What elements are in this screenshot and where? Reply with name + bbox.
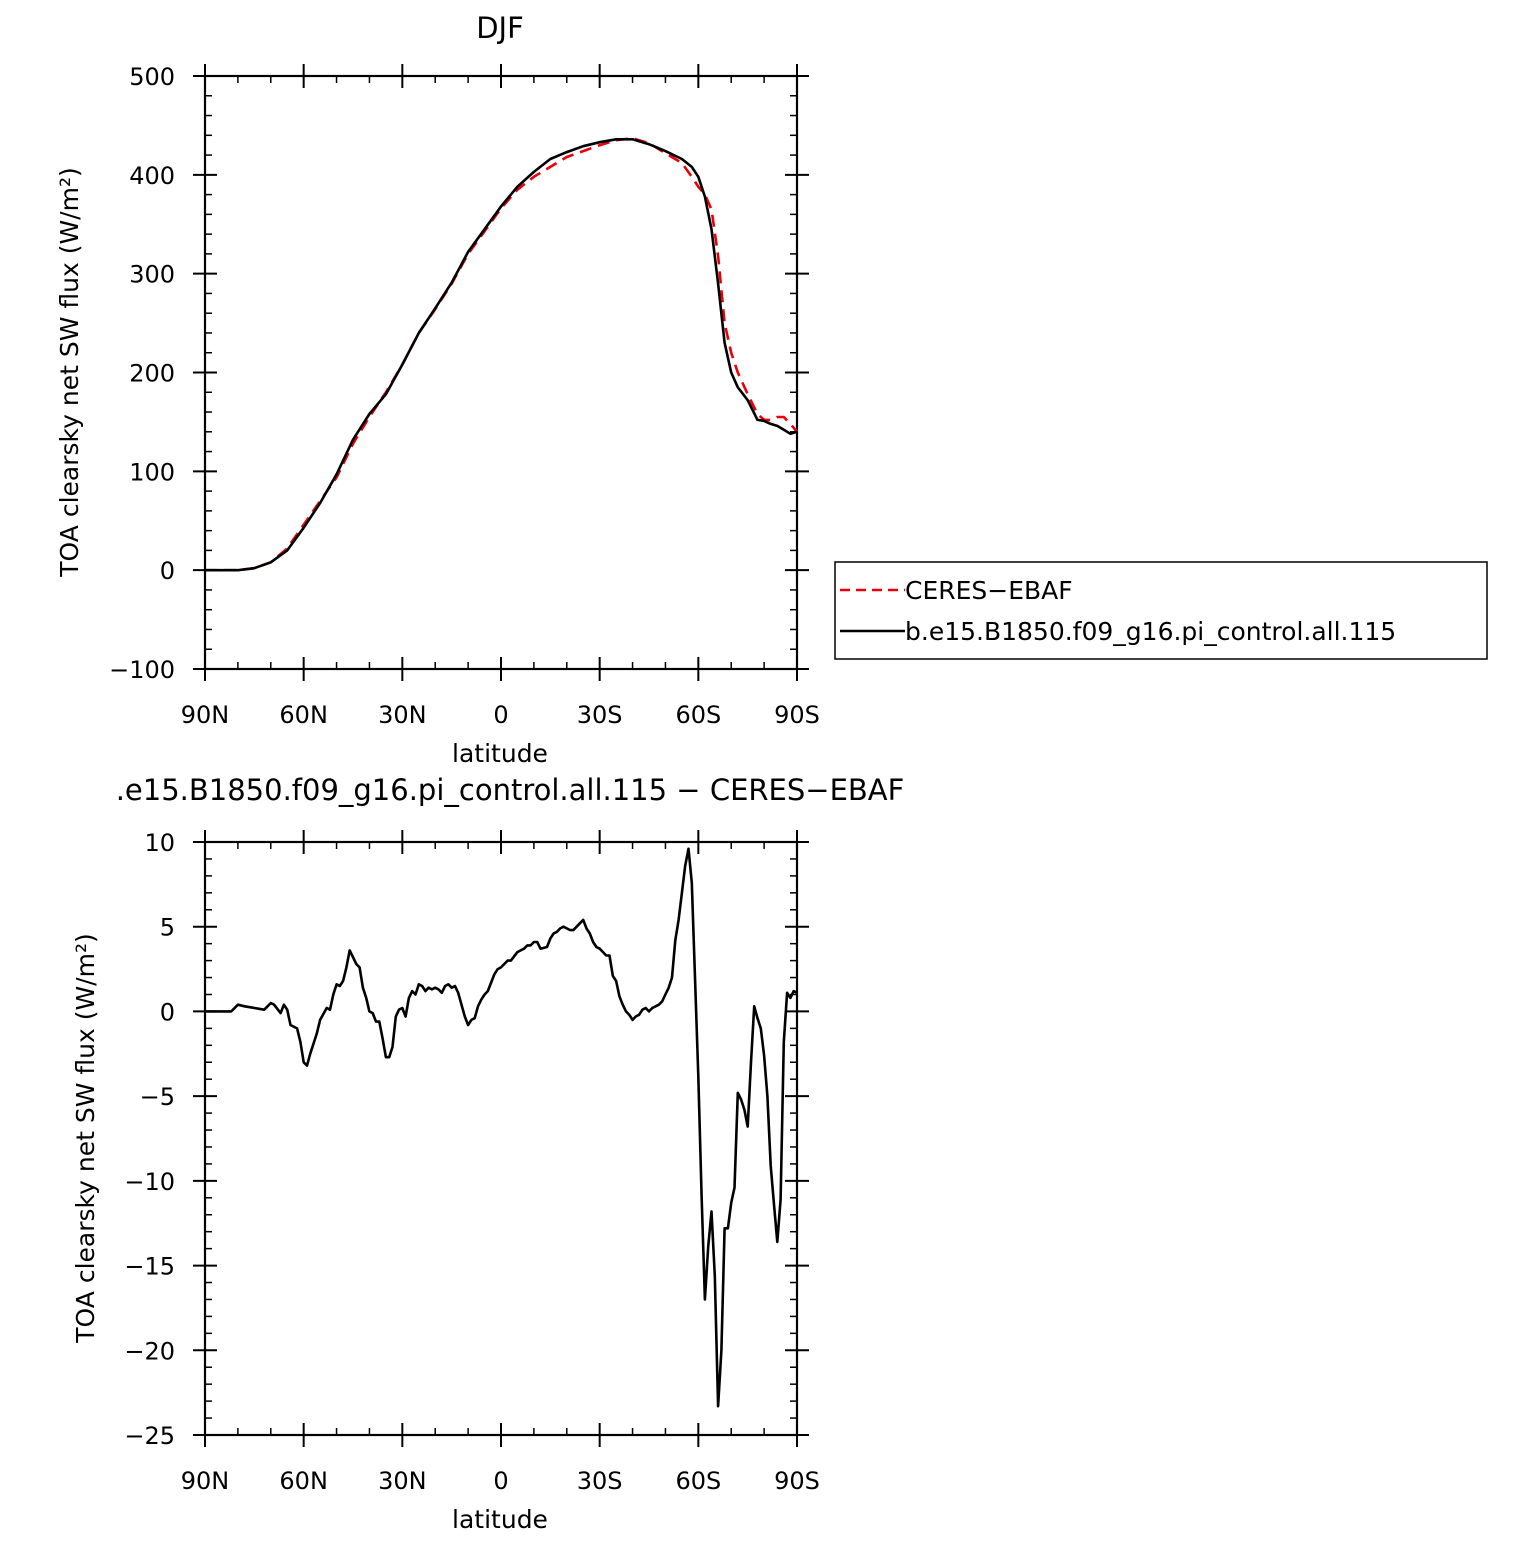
bottom-panel-y-tick-label: 0: [160, 998, 175, 1026]
top-panel: DJF TOA clearsky net SW flux (W/m²) lati…: [55, 11, 820, 768]
top-panel-series-line-0: [205, 137, 798, 572]
top-panel-x-tick-label: 30N: [378, 701, 427, 729]
top-panel-frame: [203, 74, 799, 671]
bottom-panel-y-tick-label: 10: [144, 829, 175, 857]
top-panel-y-tick-label: 500: [129, 63, 175, 91]
bottom-panel-y-tick-label: −25: [124, 1422, 175, 1450]
legend-label-ceres: CERES−EBAF: [905, 576, 1073, 605]
bottom-panel-x-tick-label: 0: [493, 1467, 508, 1495]
top-panel-plot-area: −100 0 100 200 300 400 500 90N 60N 30N 0 30S 60S 90S: [109, 63, 820, 729]
legend-label-model: b.e15.B1850.f09_g16.pi_control.all.115: [905, 617, 1396, 646]
top-panel-y-tick-label: 300: [129, 261, 175, 289]
bottom-panel-x-tick-label: 30S: [577, 1467, 623, 1495]
bottom-panel-plot-area: −25 −20 −15 −10 −5 0 5 10 90N 60N 30N 0 30S 60S 90S: [124, 829, 820, 1495]
top-panel-x-tick-label: 60S: [675, 701, 721, 729]
bottom-panel-x-tick-label: 30N: [378, 1467, 427, 1495]
top-panel-x-tick-label: 30S: [577, 701, 623, 729]
top-panel-y-tick-label: 200: [129, 360, 175, 388]
bottom-panel-x-tick-label: 60N: [279, 1467, 328, 1495]
top-panel-y-tick-label: 0: [160, 557, 175, 585]
bottom-panel-y-tick-label: −15: [124, 1253, 175, 1281]
top-panel-y-tick-label: 400: [129, 162, 175, 190]
bottom-panel-y-tick-label: −20: [124, 1337, 175, 1365]
bottom-panel-x-tick-label: 60S: [675, 1467, 721, 1495]
top-panel-x-tick-label: 0: [493, 701, 508, 729]
bottom-panel-x-tick-label: 90S: [774, 1467, 820, 1495]
legend: CERES−EBAF b.e15.B1850.f09_g16.pi_contro…: [834, 561, 1488, 660]
bottom-panel-x-tick-label: 90N: [181, 1467, 230, 1495]
top-panel-x-axis-label: latitude: [452, 739, 548, 768]
top-panel-series-line-1: [205, 138, 798, 572]
bottom-panel-y-tick-label: 5: [160, 914, 175, 942]
bottom-panel-y-axis-label: TOA clearsky net SW flux (W/m²): [71, 933, 100, 1343]
top-panel-title: DJF: [476, 11, 524, 45]
bottom-panel-frame: [203, 840, 799, 1437]
top-panel-y-tick-label: −100: [109, 656, 175, 684]
bottom-panel-series-line-0: [205, 847, 798, 1408]
bottom-panel-x-axis-label: latitude: [452, 1505, 548, 1534]
top-panel-y-axis-label: TOA clearsky net SW flux (W/m²): [55, 167, 84, 577]
bottom-panel-title: .e15.B1850.f09_g16.pi_control.all.115 − …: [116, 773, 905, 807]
top-panel-x-tick-label: 90N: [181, 701, 230, 729]
bottom-panel: .e15.B1850.f09_g16.pi_control.all.115 − …: [71, 773, 904, 1534]
bottom-panel-y-tick-label: −10: [124, 1168, 175, 1196]
top-panel-x-tick-label: 60N: [279, 701, 328, 729]
top-panel-y-tick-label: 100: [129, 458, 175, 486]
bottom-panel-y-tick-label: −5: [140, 1083, 175, 1111]
legend-box: [834, 561, 1488, 660]
top-panel-x-tick-label: 90S: [774, 701, 820, 729]
